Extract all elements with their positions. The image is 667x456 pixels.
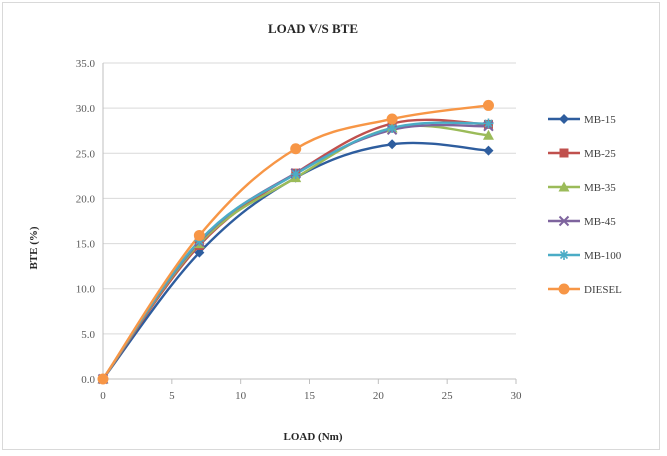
data-point-diesel [193, 229, 205, 241]
data-point-mb-100 [387, 123, 398, 134]
legend-label-mb-15: MB-15 [584, 114, 616, 126]
x-tick-label: 0 [100, 390, 106, 402]
legend-label-mb-45: MB-45 [584, 216, 616, 228]
y-tick-label: 10.0 [76, 284, 96, 296]
legend-marker-diesel [558, 283, 570, 295]
gridlines [103, 62, 516, 380]
y-tick-label: 25.0 [76, 148, 96, 160]
data-point-mb-15 [194, 247, 205, 258]
chart-frame: 0.0 5.0 10.0 15.0 20.0 25.0 30.0 35.0 0 5 10 15 20 25… [2, 2, 660, 450]
legend: MB-15 MB-25 MB-35 MB-45 MB-100 DIESEL [548, 114, 622, 296]
axes: 0.0 5.0 10.0 15.0 20.0 25.0 30.0 35.0 0 5 10 15 20 25… [76, 58, 522, 402]
legend-label-diesel: DIESEL [584, 284, 622, 296]
data-point-mb-100 [290, 169, 301, 180]
y-tick-label: 5.0 [81, 329, 95, 341]
legend-label-mb-25: MB-25 [584, 148, 616, 160]
series-line-mb-25 [101, 118, 490, 381]
x-tick-label: 20 [373, 390, 385, 402]
data-point-diesel [386, 113, 398, 125]
series-lines [101, 104, 490, 381]
x-tick-label: 30 [511, 390, 523, 402]
legend-marker-mb-100 [559, 250, 569, 260]
data-point-mb-15 [387, 139, 398, 150]
data-point-diesel [97, 373, 109, 385]
data-point-diesel [290, 143, 302, 155]
y-tick-label: 20.0 [76, 193, 96, 205]
line-chart: 0.0 5.0 10.0 15.0 20.0 25.0 30.0 35.0 0 5 10 15 20 25… [28, 21, 622, 443]
series-line-mb-35 [101, 124, 490, 381]
series-line-mb-45 [101, 123, 490, 381]
y-tick-label: 15.0 [76, 239, 96, 251]
data-point-mb-100 [483, 118, 494, 129]
legend-marker-mb-15 [559, 114, 569, 124]
x-tick-label: 25 [442, 390, 454, 402]
legend-marker-mb-35 [558, 181, 570, 192]
series-line-mb-100 [101, 121, 490, 381]
y-tick-label: 35.0 [76, 58, 96, 70]
x-tick-label: 5 [169, 390, 175, 402]
chart-title: LOAD V/S BTE [268, 21, 358, 36]
legend-marker-mb-25 [559, 148, 569, 158]
x-tick-label: 10 [235, 390, 247, 402]
x-axis-title: LOAD (Nm) [284, 431, 343, 443]
data-point-mb-15 [483, 145, 494, 156]
legend-label-mb-100: MB-100 [584, 250, 622, 262]
series-markers [97, 99, 494, 385]
data-point-mb-35 [482, 129, 494, 140]
data-point-diesel [482, 99, 494, 111]
legend-marker-mb-45 [558, 215, 570, 227]
y-tick-label: 0.0 [81, 374, 95, 386]
series-line-diesel [101, 104, 490, 381]
legend-label-mb-35: MB-35 [584, 182, 616, 194]
y-tick-label: 30.0 [76, 103, 96, 115]
y-axis-title: BTE (%) [28, 226, 40, 269]
x-tick-label: 15 [304, 390, 316, 402]
